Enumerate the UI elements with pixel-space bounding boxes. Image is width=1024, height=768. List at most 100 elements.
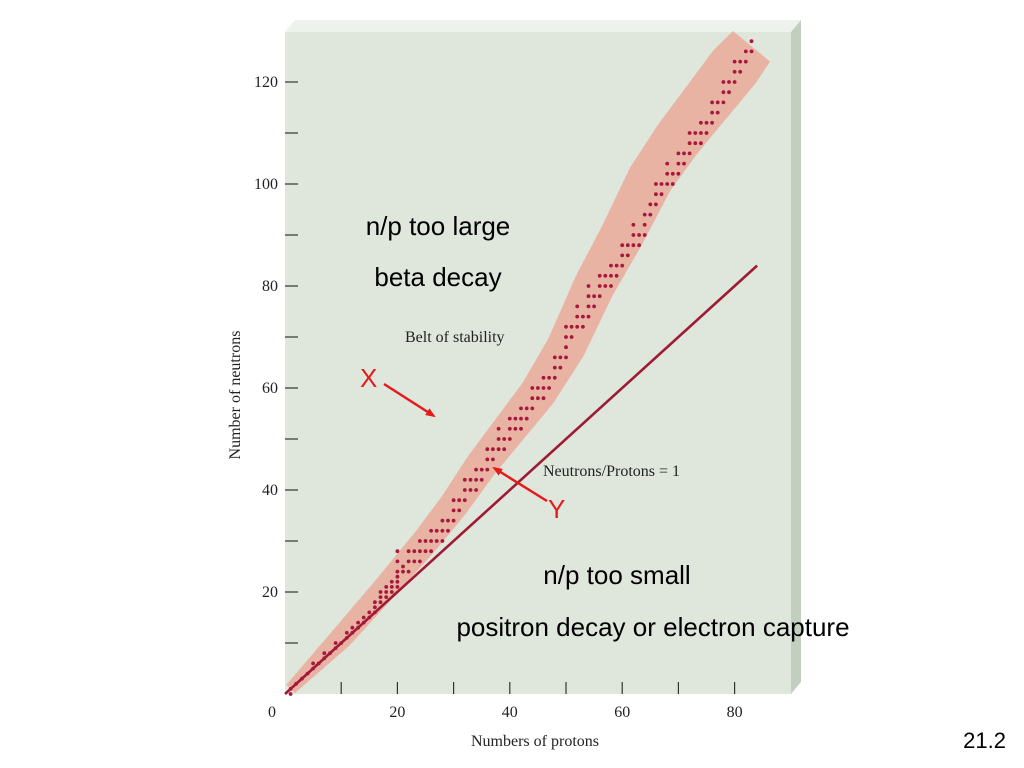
nuclide-dot <box>389 579 394 584</box>
nuclide-dot <box>670 171 675 176</box>
nuclide-dot <box>586 304 591 309</box>
nuclide-dot <box>378 595 383 599</box>
nuclide-dot <box>699 120 703 125</box>
nuclide-dot <box>592 294 596 299</box>
nuclide-dot <box>378 600 383 605</box>
nuclide-dot <box>485 467 490 472</box>
nuclide-dot <box>524 406 529 411</box>
nuclide-dot <box>367 610 372 615</box>
nuclide-dot <box>524 416 529 421</box>
nuclide-dot <box>564 335 568 339</box>
nuclide-dot <box>418 559 422 564</box>
nuclide-dot <box>631 233 636 237</box>
nuclide-dot <box>699 141 703 146</box>
nuclide-dot <box>479 477 484 482</box>
nuclide-dot <box>687 131 692 135</box>
nuclide-dot <box>496 426 501 431</box>
nuclide-dot <box>395 559 400 564</box>
nuclide-dot <box>620 263 625 268</box>
nuclide-dot <box>569 324 574 329</box>
nuclide-dot <box>519 406 523 411</box>
np-ratio-line-label: Neutrons/Protons = 1 <box>543 463 680 480</box>
nuclide-dot <box>395 574 400 579</box>
nuclide-dot <box>704 131 709 135</box>
nuclide-dot <box>507 416 512 421</box>
nuclide-dot <box>457 498 462 503</box>
nuclide-dot <box>558 355 563 360</box>
nuclide-dot <box>333 646 338 650</box>
nuclide-dot <box>620 243 625 248</box>
nuclide-dot <box>609 284 613 288</box>
nuclide-dot <box>361 615 366 620</box>
nuclide-dot <box>451 508 456 513</box>
nuclide-dot <box>446 518 450 523</box>
nuclide-dot <box>395 549 400 554</box>
nuclide-dot <box>552 375 557 380</box>
nuclide-dot <box>699 131 703 135</box>
nuclide-dot <box>586 294 591 299</box>
nuclide-dot <box>389 585 394 589</box>
nuclide-dot <box>581 324 585 329</box>
nuclide-dot <box>676 161 681 166</box>
nuclide-dot <box>491 447 495 452</box>
nuclide-dot <box>491 457 495 462</box>
nuclide-dot <box>637 243 641 248</box>
nuclide-dot <box>401 569 405 574</box>
y-tick-label: 40 <box>262 482 278 499</box>
nuclide-dot <box>558 365 563 370</box>
nuclide-dot <box>727 80 731 84</box>
slide-number: 21.2 <box>963 728 1006 753</box>
nuclide-dot <box>564 345 568 350</box>
nuclide-dot <box>311 661 315 666</box>
nuclide-dot <box>721 90 726 95</box>
nuclide-dot <box>665 182 670 186</box>
nuclide-dot <box>670 182 675 186</box>
nuclide-dot <box>294 681 299 686</box>
nuclide-dot <box>395 579 400 584</box>
nuclide-dot <box>367 615 372 620</box>
nuclide-dot <box>642 222 647 227</box>
nuclide-dot <box>322 656 327 661</box>
nuclide-dot <box>581 314 585 319</box>
nuclide-dot <box>586 284 591 288</box>
nuclide-dot <box>715 100 720 105</box>
nuclide-dot <box>530 396 535 401</box>
nuclide-dot <box>502 447 507 452</box>
nuclide-dot <box>738 69 743 74</box>
nuclide-dot <box>564 324 568 329</box>
x-tick-label: 60 <box>614 704 630 721</box>
nuclide-dot <box>676 151 681 156</box>
nuclide-dot <box>300 676 304 681</box>
nuclide-dot <box>637 233 641 237</box>
nuclide-dot <box>659 182 664 186</box>
nuclide-dot <box>462 498 467 503</box>
nuclide-dot <box>384 590 389 594</box>
nuclide-dot <box>434 528 439 533</box>
y-tick-label: 20 <box>262 584 278 601</box>
nuclide-dot <box>440 528 445 533</box>
nuclide-dot <box>429 549 433 554</box>
nuclide-dot <box>446 528 450 533</box>
nuclide-dot <box>361 620 366 625</box>
nuclide-dot <box>732 80 737 84</box>
nuclide-dot <box>710 100 714 105</box>
nuclide-dot <box>631 243 636 248</box>
nuclide-dot <box>451 518 456 523</box>
nuclide-dot <box>687 141 692 146</box>
nuclide-dot <box>429 528 433 533</box>
marker-x-arrow <box>383 382 436 418</box>
nuclide-dot <box>676 171 681 176</box>
y-tick-label: 120 <box>254 74 278 91</box>
nuclide-dot <box>395 569 400 574</box>
nuclide-dot <box>727 90 731 95</box>
marker-y-label: Y <box>548 494 565 524</box>
nuclide-dot <box>440 539 445 543</box>
belt-of-stability-label: Belt of stability <box>405 329 505 346</box>
nuclide-dot <box>288 687 293 691</box>
nuclide-dot <box>457 508 462 513</box>
nuclide-dot <box>502 437 507 441</box>
nuclide-dot <box>738 59 743 64</box>
nuclide-dot <box>648 202 653 207</box>
nuclide-dot <box>547 386 551 390</box>
